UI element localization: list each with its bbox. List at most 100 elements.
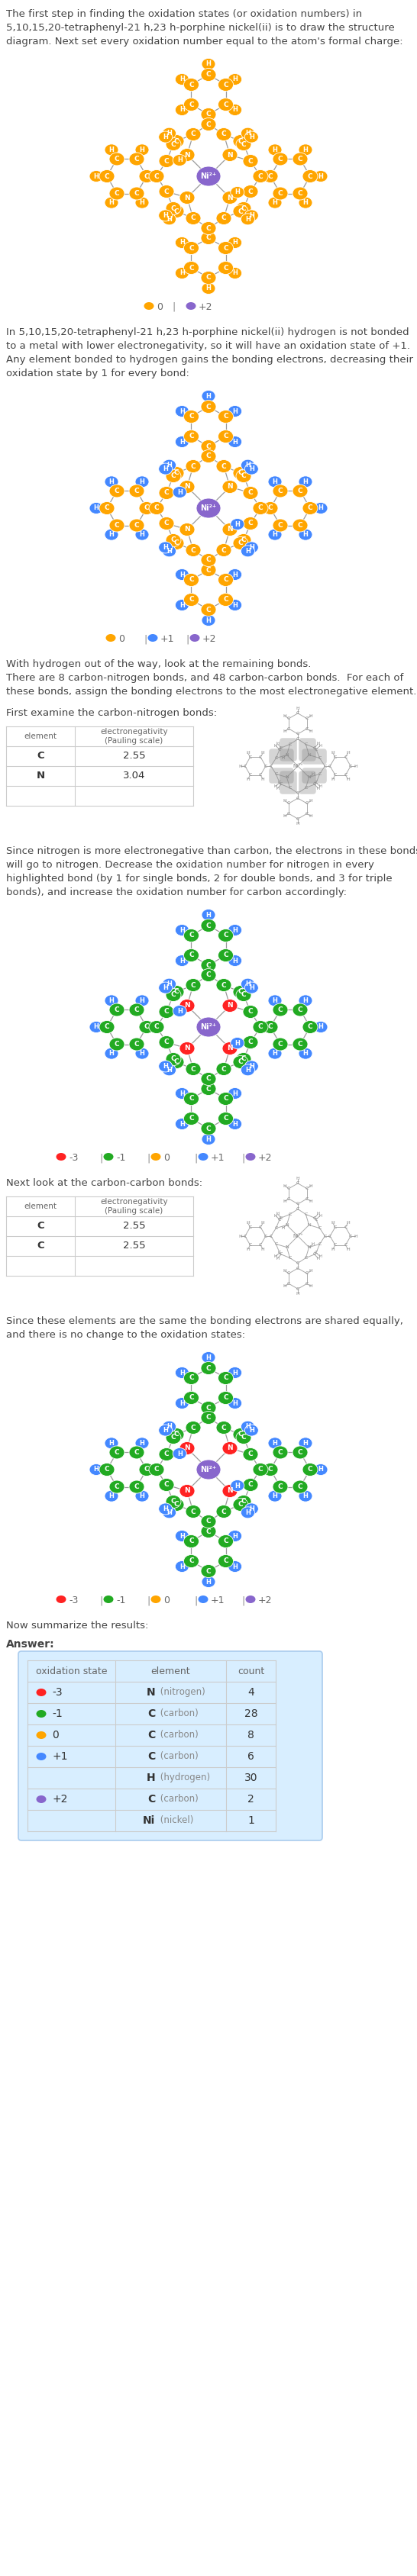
Text: H: H	[317, 786, 320, 791]
Text: C: C	[296, 1203, 299, 1206]
Ellipse shape	[183, 1535, 199, 1548]
Text: C: C	[296, 1182, 299, 1185]
Text: C: C	[248, 1007, 253, 1015]
Ellipse shape	[135, 994, 149, 1007]
Text: H: H	[283, 714, 286, 719]
Text: H: H	[235, 1481, 240, 1489]
Text: C: C	[223, 953, 228, 958]
Text: H: H	[296, 1177, 300, 1180]
Text: N: N	[227, 526, 233, 533]
Ellipse shape	[201, 1401, 216, 1414]
Ellipse shape	[186, 129, 201, 142]
Ellipse shape	[183, 98, 199, 111]
Ellipse shape	[236, 1494, 251, 1507]
Text: H: H	[139, 1492, 145, 1499]
Text: C: C	[298, 191, 303, 196]
Text: H: H	[261, 778, 265, 781]
Ellipse shape	[243, 487, 258, 500]
Text: C: C	[296, 791, 299, 796]
Text: C: C	[154, 173, 159, 180]
Text: C: C	[288, 786, 291, 791]
Text: H: H	[179, 1370, 185, 1376]
Ellipse shape	[243, 185, 258, 198]
Ellipse shape	[273, 1481, 288, 1494]
Ellipse shape	[105, 528, 118, 541]
Text: C: C	[248, 520, 253, 528]
Text: C: C	[287, 1198, 291, 1200]
Text: H: H	[93, 505, 99, 513]
Text: C: C	[296, 817, 299, 822]
Ellipse shape	[218, 1113, 234, 1126]
Text: H: H	[93, 173, 99, 180]
Text: H: H	[179, 927, 185, 933]
Text: -1: -1	[116, 1595, 126, 1605]
Ellipse shape	[109, 484, 125, 497]
Text: C: C	[313, 1252, 316, 1257]
Text: H: H	[163, 134, 168, 142]
Text: C: C	[223, 433, 228, 440]
Text: H: H	[281, 755, 284, 760]
Text: H: H	[206, 1136, 211, 1144]
Text: H: H	[109, 147, 114, 152]
Ellipse shape	[268, 1437, 282, 1448]
Text: C: C	[206, 453, 211, 459]
Ellipse shape	[228, 268, 242, 278]
Text: C: C	[221, 1425, 226, 1432]
Text: H: H	[177, 157, 182, 165]
Text: C: C	[304, 1257, 307, 1260]
Text: C: C	[221, 214, 226, 222]
Text: N: N	[227, 193, 233, 201]
Text: C: C	[206, 1126, 211, 1131]
Ellipse shape	[158, 981, 172, 994]
Ellipse shape	[175, 435, 189, 448]
Ellipse shape	[216, 979, 231, 992]
Ellipse shape	[245, 131, 259, 142]
Ellipse shape	[139, 1463, 154, 1476]
Text: Ni²⁺: Ni²⁺	[201, 1023, 216, 1030]
Ellipse shape	[183, 948, 199, 961]
Ellipse shape	[105, 1048, 118, 1059]
FancyBboxPatch shape	[269, 768, 294, 783]
Text: H: H	[166, 461, 172, 469]
Text: H: H	[246, 1247, 250, 1252]
Ellipse shape	[144, 301, 154, 309]
Text: H: H	[272, 1440, 278, 1448]
Text: 2: 2	[248, 1793, 254, 1806]
Text: C: C	[206, 1404, 211, 1412]
Text: H: H	[281, 1226, 284, 1229]
Ellipse shape	[149, 170, 164, 183]
Text: H: H	[163, 1427, 168, 1435]
Text: C: C	[241, 1056, 246, 1061]
Ellipse shape	[228, 1118, 242, 1131]
Text: C: C	[223, 1538, 228, 1546]
Text: N: N	[227, 1046, 233, 1051]
Text: N: N	[227, 1445, 233, 1453]
Text: C: C	[279, 1252, 283, 1257]
Ellipse shape	[179, 479, 195, 492]
Text: H: H	[245, 129, 251, 137]
Ellipse shape	[169, 1499, 184, 1512]
Text: 4: 4	[248, 1687, 254, 1698]
Ellipse shape	[236, 989, 251, 1002]
Ellipse shape	[245, 1061, 259, 1072]
Text: 1: 1	[248, 1816, 254, 1826]
Text: C: C	[164, 1007, 169, 1015]
Ellipse shape	[273, 1005, 288, 1018]
Ellipse shape	[201, 70, 216, 82]
Text: N: N	[184, 152, 190, 157]
Text: C: C	[258, 1023, 263, 1030]
Text: H: H	[177, 1007, 182, 1015]
FancyBboxPatch shape	[299, 739, 316, 760]
Text: H: H	[272, 1492, 278, 1499]
Text: C: C	[278, 1252, 281, 1255]
Text: H: H	[318, 173, 324, 180]
Text: N: N	[184, 1002, 190, 1010]
Ellipse shape	[175, 956, 189, 966]
Text: C: C	[164, 520, 169, 528]
Ellipse shape	[233, 1427, 248, 1440]
Text: C: C	[144, 505, 149, 513]
Text: count: count	[237, 1667, 264, 1677]
Ellipse shape	[253, 502, 268, 515]
Text: C: C	[191, 546, 196, 554]
Ellipse shape	[253, 1020, 268, 1033]
